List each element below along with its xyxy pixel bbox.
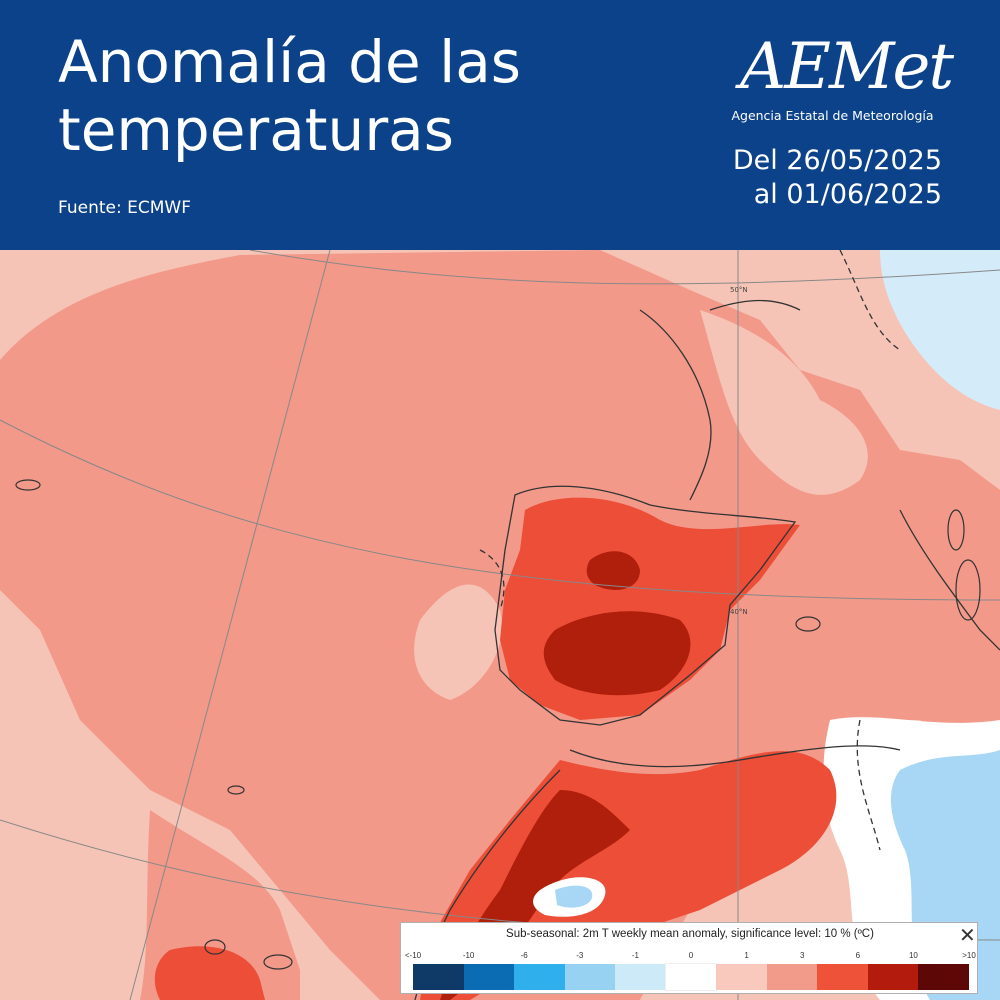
legend-label: -6 xyxy=(520,951,528,960)
legend-label: 10 xyxy=(908,951,918,960)
page-title: Anomalía de las temperaturas xyxy=(58,28,658,164)
island-canary-2 xyxy=(263,954,293,970)
graticule-lat-50n xyxy=(249,250,1000,285)
island-azores xyxy=(15,479,41,491)
legend-swatch xyxy=(615,964,666,990)
legend-swatch xyxy=(463,964,515,990)
graticule-lat-40n xyxy=(0,419,1000,601)
legend-swatch xyxy=(664,963,718,991)
color-legend: Sub-seasonal: 2m T weekly mean anomaly, … xyxy=(400,922,978,994)
legend-label: <-10 xyxy=(404,951,422,960)
coastline-italy xyxy=(899,509,1000,651)
legend-swatch xyxy=(716,964,767,990)
lat-label-50n: 50°N xyxy=(730,286,748,294)
graticule-lon-west xyxy=(129,250,331,1000)
legend-title: Sub-seasonal: 2m T weekly mean anomaly, … xyxy=(506,928,874,940)
legend-label: 0 xyxy=(688,951,694,960)
date-range: Del 26/05/2025 al 01/06/2025 xyxy=(660,144,942,212)
anomaly-zone-cool-ne xyxy=(880,250,1000,410)
header-banner: Anomalía de las temperaturas Fuente: ECM… xyxy=(0,0,1000,250)
coastline-iberia xyxy=(494,485,797,726)
aemet-logo: AEMet xyxy=(740,30,954,104)
coastline-france xyxy=(639,299,801,501)
anomaly-zone-6-10-north-spain xyxy=(586,551,640,590)
legend-label: -3 xyxy=(576,951,584,960)
island-sardinia xyxy=(955,559,981,621)
legend-swatch xyxy=(918,964,970,990)
anomaly-zone-0-1-portugal xyxy=(414,584,502,700)
legend-label: 6 xyxy=(855,951,861,960)
legend-label: 3 xyxy=(799,951,805,960)
legend-labels: <-10 -10 -6 -3 -1 0 1 3 6 10 >10 xyxy=(405,951,976,963)
title-line-2: temperaturas xyxy=(58,96,454,164)
anomaly-zone-cool-algeria-core xyxy=(555,885,593,908)
legend-swatch xyxy=(766,964,818,990)
legend-swatch xyxy=(413,964,464,990)
legend-swatch xyxy=(817,964,868,990)
legend-label: -1 xyxy=(631,951,639,960)
date-from: Del 26/05/2025 xyxy=(732,145,942,176)
legend-label: -10 xyxy=(462,951,475,960)
island-mallorca xyxy=(795,616,821,632)
legend-swatch xyxy=(867,964,919,990)
anomaly-zone-3-6-canary xyxy=(154,946,265,1000)
close-icon[interactable]: ✕ xyxy=(959,925,976,947)
lat-label-40n: 40°N xyxy=(730,608,748,616)
legend-swatch xyxy=(564,964,616,990)
anomaly-map[interactable]: 50°N 40°N xyxy=(0,250,1000,1000)
island-canary-1 xyxy=(204,939,226,955)
anomaly-zone-0-1-france xyxy=(700,310,868,495)
legend-color-bar xyxy=(413,963,970,991)
legend-label: 1 xyxy=(744,951,749,960)
significance-contour xyxy=(479,250,901,851)
agency-name: Agencia Estatal de Meteorología xyxy=(731,108,934,123)
legend-swatch xyxy=(514,964,565,990)
date-to: al 01/06/2025 xyxy=(753,179,942,210)
title-line-1: Anomalía de las xyxy=(58,28,521,96)
source-label: Fuente: ECMWF xyxy=(58,198,191,218)
island-madeira xyxy=(227,785,245,795)
anomaly-zone-6-10-central-spain xyxy=(543,611,691,696)
legend-label: >10 xyxy=(962,951,976,960)
island-corsica xyxy=(947,509,965,551)
